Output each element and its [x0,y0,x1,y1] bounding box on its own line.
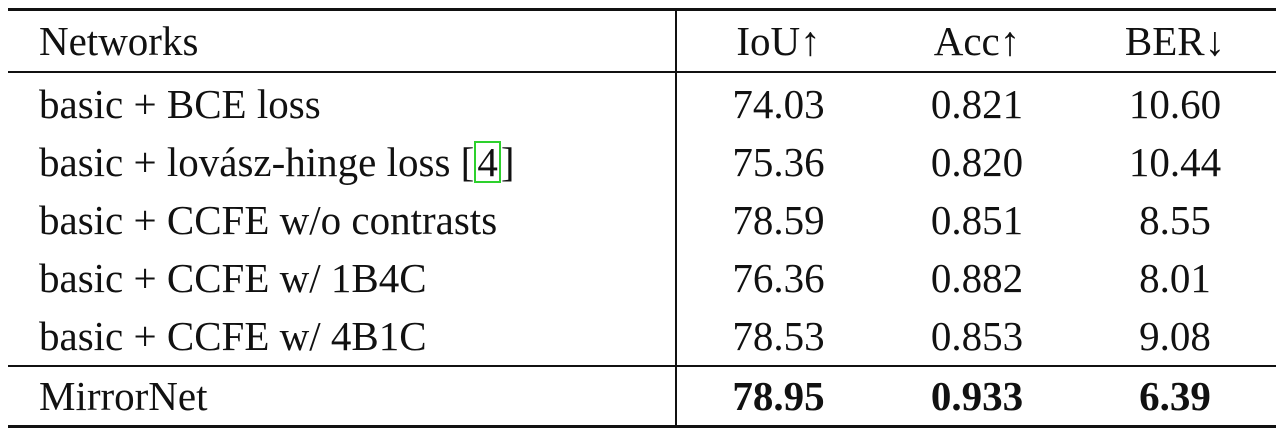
network-name: basic + CCFE w/ 4B1C [8,307,677,366]
acc-value: 0.853 [930,313,1024,359]
table-row: basic + BCE loss 74.03 0.821 10.60 [8,72,1276,133]
acc-value: 0.882 [930,255,1024,301]
results-table-container: Networks IoU↑ Acc↑ BER↓ basic + BCE loss… [8,8,1276,428]
network-name-suffix: ] [500,139,515,185]
acc-value: 0.821 [930,81,1024,127]
network-name: basic + BCE loss [8,72,677,133]
network-name: basic + CCFE w/o contrasts [8,191,677,249]
network-name: basic + CCFE w/ 1B4C [8,249,677,307]
iou-value: 76.36 [732,255,825,301]
ber-value: 8.01 [1139,255,1211,301]
iou-value: 78.59 [732,197,825,243]
iou-value: 74.03 [732,81,825,127]
header-acc: Acc↑ [933,18,1021,64]
iou-value: 78.53 [732,313,825,359]
header-networks: Networks [8,9,677,72]
iou-value: 75.36 [732,139,825,185]
acc-value: 0.820 [930,139,1024,185]
acc-value-best: 0.933 [930,373,1024,419]
acc-value: 0.851 [930,197,1024,243]
table-row: basic + CCFE w/ 4B1C 78.53 0.853 9.08 [8,307,1276,366]
table-header-row: Networks IoU↑ Acc↑ BER↓ [8,9,1276,72]
header-iou: IoU↑ [736,18,821,64]
ber-value: 8.55 [1139,197,1211,243]
ber-value-best: 6.39 [1139,373,1211,419]
ber-value: 10.44 [1128,139,1222,185]
network-name: basic + lovász-hinge loss [ [39,139,475,185]
table-row: basic + CCFE w/o contrasts 78.59 0.851 8… [8,191,1276,249]
citation-link[interactable]: 4 [474,141,501,183]
table-row: basic + lovász-hinge loss [4] 75.36 0.82… [8,133,1276,191]
ber-value: 9.08 [1139,313,1211,359]
iou-value-best: 78.95 [732,373,825,419]
network-name-cell: basic + lovász-hinge loss [4] [8,133,677,191]
ablation-results-table: Networks IoU↑ Acc↑ BER↓ basic + BCE loss… [8,8,1276,428]
table-row: basic + CCFE w/ 1B4C 76.36 0.882 8.01 [8,249,1276,307]
table-row-best: MirrorNet 78.95 0.933 6.39 [8,366,1276,427]
header-ber: BER↓ [1124,18,1226,64]
network-name: MirrorNet [8,366,677,427]
ber-value: 10.60 [1128,81,1222,127]
